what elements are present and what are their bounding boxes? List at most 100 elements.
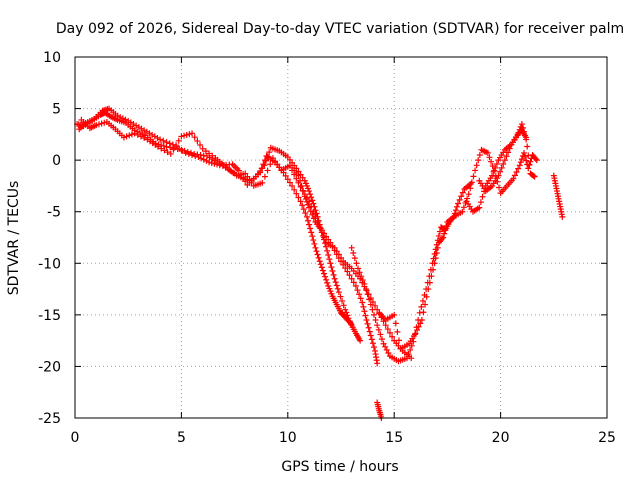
data-point bbox=[295, 172, 302, 179]
data-point-interp bbox=[492, 164, 499, 171]
data-point-interp bbox=[441, 230, 448, 237]
data-point-interp bbox=[101, 119, 108, 126]
data-point bbox=[331, 244, 338, 251]
data-point-interp bbox=[126, 132, 133, 139]
data-point-interp bbox=[310, 208, 317, 215]
data-point-interp bbox=[291, 186, 298, 193]
data-point-interp bbox=[364, 291, 371, 298]
data-point-interp bbox=[123, 133, 130, 140]
data-point-interp bbox=[330, 271, 337, 278]
data-point-interp bbox=[486, 154, 493, 161]
data-point-interp bbox=[515, 165, 522, 172]
data-point-interp bbox=[160, 137, 167, 144]
data-point-interp bbox=[526, 161, 533, 168]
data-point-interp bbox=[500, 161, 507, 168]
data-point-interp bbox=[476, 151, 483, 158]
series-track-c bbox=[80, 118, 380, 364]
data-point-interp bbox=[224, 164, 231, 171]
data-point-interp bbox=[198, 155, 205, 162]
data-point-interp bbox=[497, 168, 504, 175]
data-point bbox=[367, 332, 374, 339]
data-point bbox=[308, 229, 315, 236]
data-point bbox=[495, 157, 502, 164]
data-point-interp bbox=[314, 251, 321, 258]
data-point-interp bbox=[338, 254, 344, 261]
data-point-interp bbox=[119, 115, 126, 122]
data-point bbox=[374, 399, 381, 406]
y-tick-label: 10 bbox=[43, 50, 61, 66]
data-point-interp bbox=[203, 157, 210, 164]
data-point-interp bbox=[316, 224, 323, 231]
data-point bbox=[376, 309, 383, 316]
data-point bbox=[114, 112, 121, 119]
data-point-interp bbox=[293, 175, 300, 182]
data-point bbox=[503, 182, 510, 189]
data-point-interp bbox=[189, 151, 196, 158]
data-point-interp bbox=[332, 279, 339, 286]
data-point-interp bbox=[515, 129, 522, 136]
data-point-interp bbox=[350, 279, 357, 286]
data-point bbox=[501, 146, 508, 153]
x-tick-label: 20 bbox=[492, 430, 510, 446]
data-point-interp bbox=[326, 256, 333, 263]
data-point-interp bbox=[117, 114, 124, 121]
data-point bbox=[297, 183, 304, 190]
data-point-interp bbox=[372, 302, 379, 309]
data-point-interp bbox=[282, 172, 289, 179]
data-point-interp bbox=[351, 255, 358, 262]
data-point-interp bbox=[276, 164, 283, 171]
data-point-interp bbox=[303, 194, 310, 201]
data-point-interp bbox=[176, 145, 183, 152]
data-point-interp bbox=[442, 226, 449, 233]
data-point bbox=[380, 340, 387, 347]
data-point-interp bbox=[200, 156, 207, 163]
data-point-interp bbox=[329, 268, 336, 275]
data-point bbox=[182, 149, 189, 156]
data-point-interp bbox=[436, 228, 443, 235]
y-tick-label: 0 bbox=[52, 153, 61, 169]
data-point-interp bbox=[370, 344, 377, 351]
data-point-interp bbox=[164, 149, 171, 156]
data-point-interp bbox=[291, 171, 298, 178]
data-point bbox=[306, 188, 313, 195]
data-point-interp bbox=[422, 301, 429, 308]
data-point bbox=[372, 347, 379, 354]
data-point bbox=[438, 224, 445, 231]
y-tick-label: -20 bbox=[38, 359, 61, 375]
data-point-interp bbox=[366, 328, 373, 335]
data-point bbox=[450, 213, 457, 220]
data-point-interp bbox=[324, 279, 331, 286]
data-point-interp bbox=[490, 168, 497, 175]
data-point-interp bbox=[261, 157, 268, 164]
data-point bbox=[99, 107, 106, 114]
data-point bbox=[374, 322, 381, 329]
data-point-interp bbox=[356, 269, 363, 276]
data-point bbox=[250, 182, 257, 189]
data-point-interp bbox=[242, 178, 249, 185]
data-point bbox=[359, 299, 366, 306]
data-point bbox=[418, 317, 425, 324]
data-point-interp bbox=[394, 328, 401, 335]
data-point bbox=[306, 198, 313, 205]
data-point bbox=[476, 177, 483, 184]
data-point-interp bbox=[493, 161, 500, 168]
y-tick-label: -15 bbox=[38, 308, 61, 324]
data-point-interp bbox=[192, 153, 199, 160]
x-tick-label: 25 bbox=[598, 430, 616, 446]
data-point-interp bbox=[488, 158, 495, 165]
data-point-interp bbox=[452, 207, 459, 214]
data-point-interp bbox=[298, 182, 305, 189]
data-point bbox=[559, 213, 566, 220]
data-point-interp bbox=[315, 217, 322, 224]
data-point bbox=[459, 208, 466, 215]
data-point-interp bbox=[337, 293, 344, 300]
data-point-interp bbox=[356, 291, 363, 298]
data-point-interp bbox=[511, 172, 518, 179]
data-point-interp bbox=[475, 157, 482, 164]
data-point bbox=[286, 162, 293, 169]
y-tick-label: -10 bbox=[38, 256, 61, 272]
data-point-interp bbox=[532, 155, 539, 162]
data-point bbox=[333, 301, 340, 308]
plot-frame bbox=[74, 56, 608, 419]
data-point-interp bbox=[227, 167, 234, 174]
